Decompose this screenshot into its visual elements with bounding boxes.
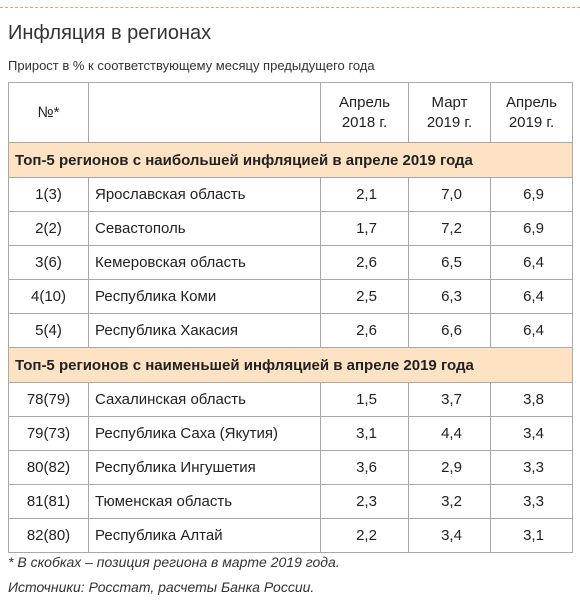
value: 6,5	[408, 245, 491, 280]
value: 6,4	[490, 279, 573, 314]
value: 3,4	[408, 518, 491, 553]
source-note: Источники: Росстат, расчеты Банка России…	[8, 579, 315, 595]
column-header: Апрель 2019 г.	[490, 82, 573, 143]
value: 2,1	[320, 177, 409, 212]
section-title: Топ-5 регионов с наименьшей инфляцией в …	[8, 347, 573, 383]
header-row: №* Апрель 2018 г. Март 2019 г. Апрель 2019 г.	[8, 82, 573, 143]
data-row: 78(79) Сахалинская область 1,5 3,7 3,8	[8, 382, 573, 417]
value: 3,8	[490, 382, 573, 417]
data-row: 79(73) Республика Саха (Якутия) 3,1 4,4 3,4	[8, 416, 573, 451]
rank: 3(6)	[8, 245, 89, 280]
rank: 2(2)	[8, 211, 89, 246]
rank: 80(82)	[8, 450, 89, 485]
section-row: Топ-5 регионов с наибольшей инфляцией в …	[8, 142, 573, 178]
inflation-table: №* Апрель 2018 г. Март 2019 г. Апрель 2019 г. Т…	[8, 82, 573, 553]
value: 4,4	[408, 416, 491, 451]
value: 2,6	[320, 313, 409, 348]
rank: 82(80)	[8, 518, 89, 553]
column-header: Апрель 2018 г.	[320, 82, 409, 143]
rank: 4(10)	[8, 279, 89, 314]
value: 7,2	[408, 211, 491, 246]
data-row: 5(4) Республика Хакасия 2,6 6,6 6,4	[8, 313, 573, 348]
value: 3,7	[408, 382, 491, 417]
title: Инфляция в регионах	[8, 22, 212, 44]
value: 2,3	[320, 484, 409, 519]
region: Республика Алтай	[88, 518, 321, 553]
region: Севастополь	[88, 211, 321, 246]
rank: 81(81)	[8, 484, 89, 519]
region: Сахалинская область	[88, 382, 321, 417]
data-row: 3(6) Кемеровская область 2,6 6,5 6,4	[8, 245, 573, 280]
region: Республика Саха (Якутия)	[88, 416, 321, 451]
value: 3,4	[490, 416, 573, 451]
data-row: 2(2) Севастополь 1,7 7,2 6,9	[8, 211, 573, 246]
data-row: 4(10) Республика Коми 2,5 6,3 6,4	[8, 279, 573, 314]
value: 6,4	[490, 245, 573, 280]
top-rule	[0, 7, 580, 8]
value: 3,2	[408, 484, 491, 519]
section-title: Топ-5 регионов с наибольшей инфляцией в …	[8, 142, 573, 178]
value: 3,3	[490, 450, 573, 485]
value: 6,4	[490, 313, 573, 348]
table-body: №* Апрель 2018 г. Март 2019 г. Апрель 2019 г. Т…	[8, 82, 573, 553]
column-header: №*	[8, 82, 89, 143]
data-row: 80(82) Республика Ингушетия 3,6 2,9 3,3	[8, 450, 573, 485]
region: Республика Хакасия	[88, 313, 321, 348]
region: Тюменская область	[88, 484, 321, 519]
region: Республика Коми	[88, 279, 321, 314]
column-header: Март 2019 г.	[408, 82, 491, 143]
region: Кемеровская область	[88, 245, 321, 280]
data-row: 82(80) Республика Алтай 2,2 3,4 3,1	[8, 518, 573, 553]
value: 6,3	[408, 279, 491, 314]
footnote: * В скобках – позиция региона в марте 20…	[8, 554, 340, 570]
column-header	[88, 82, 321, 143]
rank: 79(73)	[8, 416, 89, 451]
value: 1,5	[320, 382, 409, 417]
rank: 5(4)	[8, 313, 89, 348]
value: 2,6	[320, 245, 409, 280]
value: 7,0	[408, 177, 491, 212]
value: 2,2	[320, 518, 409, 553]
region: Ярославская область	[88, 177, 321, 212]
value: 3,6	[320, 450, 409, 485]
data-row: 1(3) Ярославская область 2,1 7,0 6,9	[8, 177, 573, 212]
value: 3,3	[490, 484, 573, 519]
value: 3,1	[320, 416, 409, 451]
value: 6,9	[490, 177, 573, 212]
rank: 1(3)	[8, 177, 89, 212]
region: Республика Ингушетия	[88, 450, 321, 485]
value: 6,6	[408, 313, 491, 348]
subtitle: Прирост в % к соответствующему месяцу пр…	[8, 58, 375, 73]
value: 6,9	[490, 211, 573, 246]
value: 3,1	[490, 518, 573, 553]
rank: 78(79)	[8, 382, 89, 417]
value: 2,9	[408, 450, 491, 485]
section-row: Топ-5 регионов с наименьшей инфляцией в …	[8, 347, 573, 383]
value: 2,5	[320, 279, 409, 314]
data-row: 81(81) Тюменская область 2,3 3,2 3,3	[8, 484, 573, 519]
value: 1,7	[320, 211, 409, 246]
